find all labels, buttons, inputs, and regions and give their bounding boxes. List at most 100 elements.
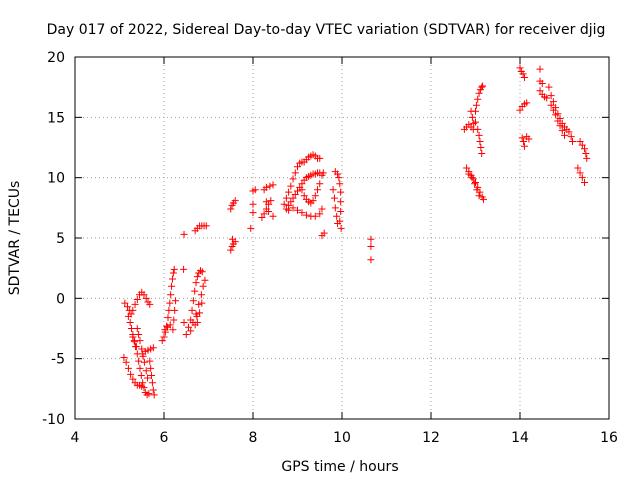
data-point bbox=[164, 314, 172, 322]
data-point bbox=[150, 391, 158, 399]
data-point bbox=[552, 111, 560, 119]
data-point bbox=[182, 331, 190, 339]
data-point bbox=[367, 235, 375, 243]
data-point bbox=[138, 345, 146, 353]
data-point bbox=[294, 187, 301, 195]
chart-title: Day 017 of 2022, Sidereal Day-to-day VTE… bbox=[47, 22, 606, 38]
data-point bbox=[576, 169, 584, 177]
data-point bbox=[196, 267, 204, 275]
data-point bbox=[285, 188, 293, 196]
data-point bbox=[518, 134, 526, 142]
data-point bbox=[262, 183, 270, 191]
data-point bbox=[138, 382, 146, 390]
data-point bbox=[262, 198, 270, 206]
data-point bbox=[538, 80, 546, 88]
data-point bbox=[131, 338, 139, 346]
data-point bbox=[133, 325, 141, 332]
y-tick-label: 20 bbox=[47, 50, 65, 66]
data-point bbox=[285, 206, 293, 214]
data-point bbox=[523, 99, 531, 107]
data-point bbox=[180, 265, 188, 273]
x-tick-label: 10 bbox=[333, 430, 351, 446]
data-point bbox=[258, 213, 266, 221]
x-tick-label: 4 bbox=[71, 430, 80, 446]
x-tick-label: 14 bbox=[511, 430, 529, 446]
data-point bbox=[184, 323, 192, 331]
data-point bbox=[337, 198, 345, 206]
data-point bbox=[265, 207, 273, 215]
data-point bbox=[302, 211, 310, 219]
data-point bbox=[337, 224, 345, 232]
data-point bbox=[145, 390, 153, 398]
data-point bbox=[333, 212, 341, 220]
data-point bbox=[316, 154, 324, 162]
data-point bbox=[569, 137, 577, 145]
data-point bbox=[516, 64, 524, 72]
data-point bbox=[146, 357, 154, 365]
data-point bbox=[471, 180, 479, 188]
data-point bbox=[269, 181, 277, 189]
data-point bbox=[202, 222, 210, 230]
data-point bbox=[282, 194, 290, 202]
data-point bbox=[269, 212, 277, 220]
data-point bbox=[163, 322, 171, 330]
data-point bbox=[581, 145, 589, 153]
data-point bbox=[280, 200, 288, 208]
data-point bbox=[311, 212, 319, 220]
data-point bbox=[121, 299, 129, 307]
data-point bbox=[189, 297, 197, 305]
data-point bbox=[195, 300, 203, 308]
data-point bbox=[469, 175, 477, 183]
data-point bbox=[168, 282, 176, 290]
data-point bbox=[479, 82, 487, 90]
data-point bbox=[124, 364, 132, 372]
data-point bbox=[143, 391, 151, 399]
data-point bbox=[132, 343, 140, 351]
data-point bbox=[135, 331, 143, 339]
data-point bbox=[470, 119, 478, 127]
data-point bbox=[319, 169, 327, 177]
data-point bbox=[367, 256, 375, 264]
data-point bbox=[520, 74, 528, 82]
data-point bbox=[545, 83, 553, 91]
data-point bbox=[314, 186, 322, 194]
data-point bbox=[294, 206, 301, 214]
data-point bbox=[578, 141, 586, 149]
data-point bbox=[581, 178, 589, 186]
y-axis-label: SDTVAR / TECUs bbox=[7, 181, 23, 296]
data-point bbox=[576, 137, 584, 145]
data-point bbox=[227, 246, 235, 254]
data-point bbox=[144, 374, 152, 382]
data-point bbox=[567, 133, 575, 141]
data-point bbox=[136, 337, 144, 345]
data-point bbox=[519, 70, 527, 78]
data-point bbox=[547, 101, 555, 109]
data-point bbox=[549, 106, 557, 114]
data-point bbox=[191, 321, 199, 329]
data-point bbox=[543, 94, 551, 102]
data-point bbox=[260, 210, 268, 218]
data-point bbox=[135, 357, 143, 365]
data-point bbox=[473, 186, 481, 194]
data-point bbox=[127, 370, 135, 378]
data-point bbox=[171, 306, 179, 314]
y-tick-label: 10 bbox=[47, 171, 65, 187]
data-point bbox=[465, 170, 473, 178]
data-point bbox=[137, 372, 145, 380]
data-point bbox=[329, 186, 337, 194]
data-point bbox=[480, 195, 488, 203]
data-point bbox=[201, 276, 209, 284]
x-tick-label: 16 bbox=[600, 430, 618, 446]
data-point bbox=[126, 318, 134, 326]
data-point bbox=[193, 273, 201, 281]
data-point bbox=[289, 194, 297, 202]
data-point bbox=[336, 180, 344, 188]
data-point bbox=[468, 113, 476, 121]
data-point bbox=[187, 327, 195, 335]
grid-lines bbox=[75, 57, 609, 419]
data-point bbox=[536, 65, 544, 73]
data-point bbox=[472, 178, 479, 186]
data-points bbox=[120, 64, 591, 399]
data-point bbox=[133, 296, 141, 304]
data-point bbox=[474, 95, 482, 103]
